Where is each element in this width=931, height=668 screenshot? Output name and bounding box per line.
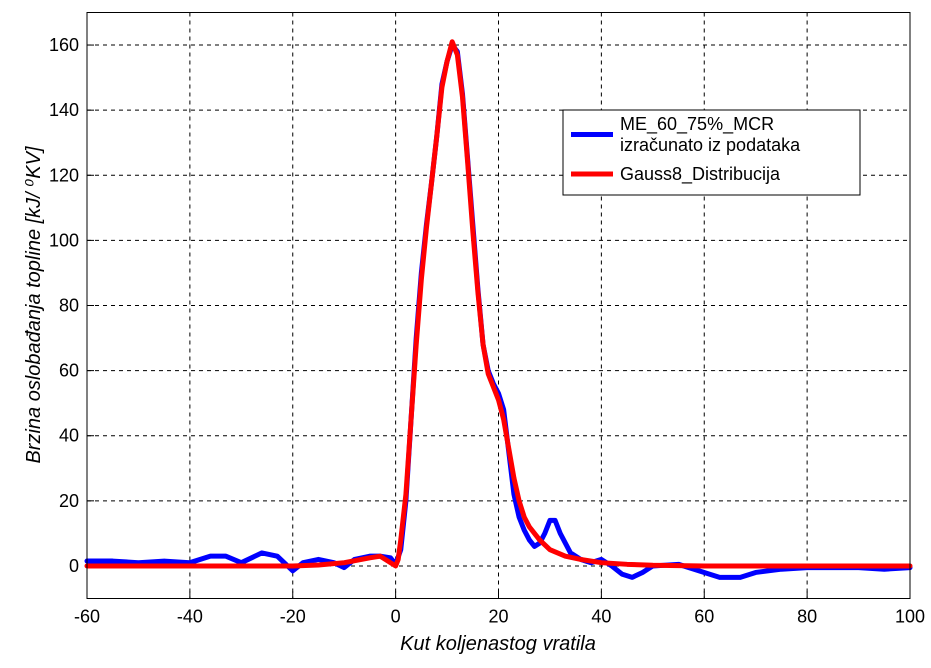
- legend-line: ME_60_75%_MCR: [620, 114, 774, 135]
- y-tick-label: 20: [59, 491, 79, 511]
- y-tick-label: 40: [59, 426, 79, 446]
- y-tick-label: 140: [49, 100, 79, 120]
- x-axis-label: Kut koljenastog vratila: [400, 633, 596, 655]
- x-tick-label: 60: [694, 607, 714, 627]
- x-tick-label: 0: [391, 607, 401, 627]
- data-line: [84, 39, 913, 569]
- x-tick-label: 40: [591, 607, 611, 627]
- x-tick-label: -60: [74, 607, 100, 627]
- y-tick-label: 80: [59, 296, 79, 316]
- axes-box: [86, 12, 911, 599]
- x-tick-label: 80: [797, 607, 817, 627]
- y-tick-label: 100: [49, 230, 79, 250]
- x-tick-label: 20: [488, 607, 508, 627]
- legend-label: Gauss8_Distribucija: [620, 164, 781, 185]
- y-tick-label: 0: [69, 556, 79, 576]
- y-axis-label: Brzina oslobađanja topline [kJ/ ⁰KV]: [23, 146, 45, 464]
- y-tick-label: 120: [49, 165, 79, 185]
- y-tick-label: 60: [59, 361, 79, 381]
- x-tick-label: -20: [280, 607, 306, 627]
- legend-box: [562, 109, 861, 196]
- x-tick-label: -40: [177, 607, 203, 627]
- y-tick-label: 160: [49, 35, 79, 55]
- legend-label: ME_60_75%_MCR izračunato iz podataka: [620, 114, 801, 155]
- x-tick-label: 100: [895, 607, 925, 627]
- legend-line: izračunato iz podataka: [620, 135, 801, 155]
